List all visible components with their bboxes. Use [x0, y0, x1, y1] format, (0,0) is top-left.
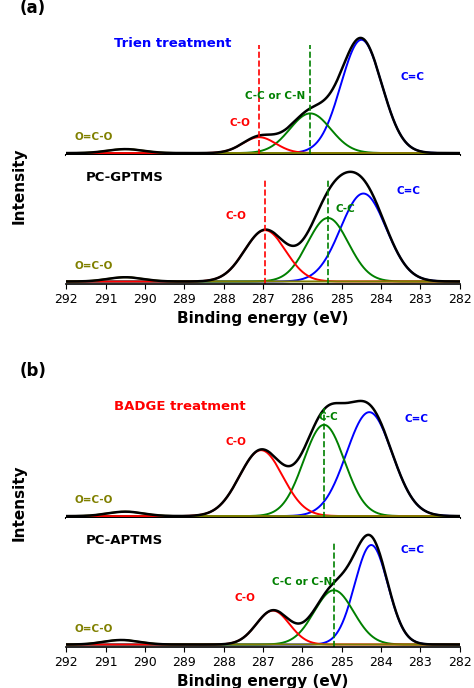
Text: Trien treatment: Trien treatment — [114, 37, 231, 50]
Text: O=C-O: O=C-O — [75, 495, 113, 504]
Text: PC-GPTMS: PC-GPTMS — [86, 171, 164, 184]
Text: C-O: C-O — [229, 118, 250, 128]
Text: Intensity: Intensity — [11, 147, 27, 224]
X-axis label: Binding energy (eV): Binding energy (eV) — [177, 674, 349, 688]
Text: C=C: C=C — [401, 72, 425, 82]
Text: C-O: C-O — [225, 211, 246, 221]
Text: O=C-O: O=C-O — [75, 261, 113, 270]
Text: C-O: C-O — [235, 593, 256, 603]
X-axis label: Binding energy (eV): Binding energy (eV) — [177, 310, 349, 325]
Text: O=C-O: O=C-O — [75, 623, 113, 634]
Text: (a): (a) — [19, 0, 46, 17]
Text: C=C: C=C — [401, 545, 425, 555]
Text: BADGE treatment: BADGE treatment — [114, 400, 245, 413]
Text: C-C or C-N: C-C or C-N — [245, 92, 305, 101]
Text: C-C: C-C — [336, 204, 356, 213]
Text: PC-APTMS: PC-APTMS — [86, 534, 163, 547]
Text: C-O: C-O — [225, 437, 246, 447]
Text: C-C: C-C — [318, 411, 338, 422]
Text: C-C or C-N: C-C or C-N — [272, 577, 333, 588]
Text: (b): (b) — [19, 362, 46, 380]
Text: C=C: C=C — [397, 186, 420, 196]
Text: O=C-O: O=C-O — [75, 131, 113, 142]
Text: C=C: C=C — [404, 414, 428, 424]
Text: Intensity: Intensity — [11, 464, 27, 541]
